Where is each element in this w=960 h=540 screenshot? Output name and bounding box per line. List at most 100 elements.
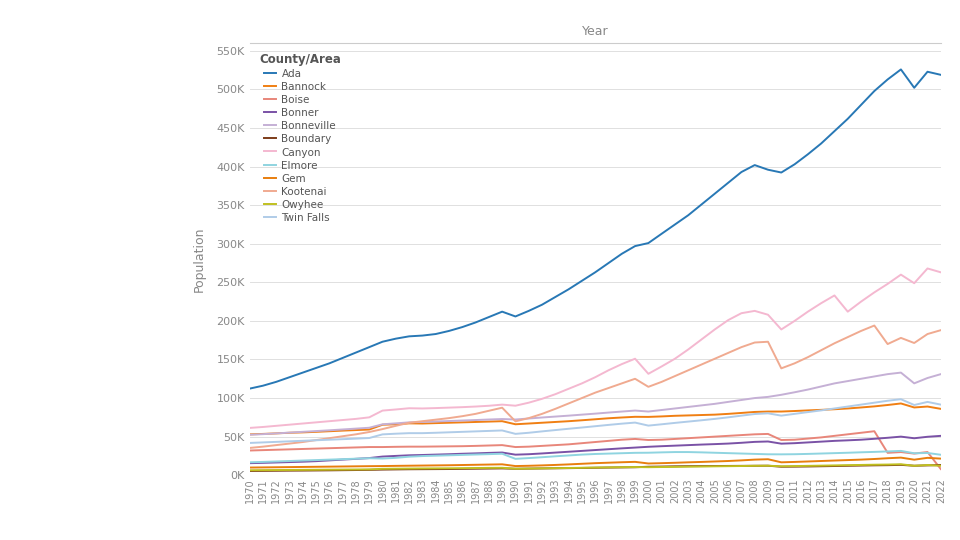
Gem	[935, 455, 947, 462]
Elmore	[656, 449, 667, 456]
Twin Falls	[776, 413, 787, 419]
Ada	[855, 102, 867, 108]
Owyhee	[244, 467, 255, 474]
Twin Falls	[935, 401, 947, 408]
Kootenai	[656, 379, 667, 385]
Twin Falls	[683, 418, 694, 425]
Kootenai	[642, 383, 654, 390]
Kootenai	[244, 445, 255, 451]
Y-axis label: Population: Population	[192, 226, 205, 292]
Gem	[776, 459, 787, 465]
Boise	[642, 437, 654, 443]
Canyon	[656, 363, 667, 370]
Bonner	[642, 443, 654, 450]
Boundary	[642, 463, 654, 470]
Bonner	[935, 433, 947, 439]
Boise	[656, 436, 667, 443]
Ada	[430, 331, 442, 338]
Canyon	[922, 265, 933, 272]
Bonneville	[642, 408, 654, 415]
Bonneville	[895, 369, 906, 376]
Line: Ada: Ada	[250, 70, 941, 389]
Owyhee	[683, 463, 694, 470]
Bonneville	[855, 375, 867, 382]
Bonneville	[244, 431, 255, 438]
Bonner	[656, 443, 667, 449]
Line: Twin Falls: Twin Falls	[250, 399, 941, 443]
Line: Owyhee: Owyhee	[250, 464, 941, 470]
Canyon	[642, 370, 654, 377]
Bannock	[855, 404, 867, 411]
Gem	[683, 459, 694, 465]
Boundary	[935, 462, 947, 468]
Canyon	[855, 299, 867, 305]
Boise	[869, 428, 880, 435]
Twin Falls	[855, 401, 867, 408]
Gem	[430, 462, 442, 469]
Twin Falls	[430, 429, 442, 436]
Elmore	[776, 451, 787, 457]
Boise	[683, 435, 694, 441]
Bonner	[244, 460, 255, 467]
Line: Bonner: Bonner	[250, 436, 941, 463]
Boundary	[656, 463, 667, 470]
Twin Falls	[642, 422, 654, 429]
Elmore	[683, 449, 694, 455]
Gem	[895, 454, 906, 461]
Boise	[430, 443, 442, 450]
Kootenai	[430, 416, 442, 423]
Bonneville	[935, 371, 947, 377]
Title: Year: Year	[582, 25, 609, 38]
Owyhee	[855, 462, 867, 468]
Bannock	[895, 400, 906, 407]
Bannock	[683, 412, 694, 418]
Bannock	[430, 420, 442, 427]
Ada	[935, 72, 947, 78]
Boundary	[244, 468, 255, 474]
Boise	[776, 437, 787, 443]
Bonner	[776, 441, 787, 447]
Line: Bannock: Bannock	[250, 403, 941, 434]
Canyon	[935, 269, 947, 275]
Kootenai	[869, 322, 880, 329]
Boise	[935, 466, 947, 472]
Line: Bonneville: Bonneville	[250, 373, 941, 435]
Bannock	[776, 408, 787, 415]
Line: Boise: Boise	[250, 431, 941, 469]
Canyon	[776, 326, 787, 333]
Elmore	[244, 459, 255, 465]
Line: Canyon: Canyon	[250, 268, 941, 428]
Kootenai	[683, 367, 694, 374]
Elmore	[855, 449, 867, 456]
Line: Boundary: Boundary	[250, 465, 941, 471]
Twin Falls	[244, 440, 255, 446]
Bannock	[244, 431, 255, 437]
Elmore	[935, 451, 947, 458]
Owyhee	[642, 464, 654, 470]
Elmore	[895, 448, 906, 454]
Boundary	[683, 463, 694, 469]
Ada	[776, 169, 787, 176]
Bonneville	[683, 404, 694, 410]
Canyon	[683, 346, 694, 353]
Canyon	[244, 424, 255, 431]
Boundary	[776, 463, 787, 470]
Kootenai	[776, 365, 787, 372]
Line: Gem: Gem	[250, 457, 941, 468]
Twin Falls	[895, 396, 906, 402]
Legend: Ada, Bannock, Boise, Bonner, Bonneville, Boundary, Canyon, Elmore, Gem, Kootenai: Ada, Bannock, Boise, Bonner, Bonneville,…	[254, 49, 345, 227]
Gem	[855, 456, 867, 463]
Ada	[244, 386, 255, 392]
Elmore	[642, 449, 654, 456]
Boise	[244, 447, 255, 454]
Boundary	[855, 462, 867, 469]
Bonner	[430, 451, 442, 458]
Ada	[683, 212, 694, 219]
Bannock	[642, 414, 654, 420]
Bonneville	[430, 418, 442, 425]
Owyhee	[776, 463, 787, 470]
Bonner	[683, 442, 694, 448]
Kootenai	[935, 327, 947, 333]
Owyhee	[656, 464, 667, 470]
Ada	[642, 240, 654, 246]
